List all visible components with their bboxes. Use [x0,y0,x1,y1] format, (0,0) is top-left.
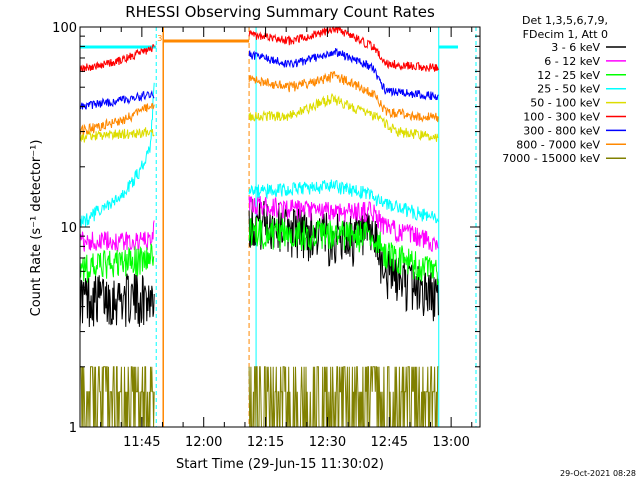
legend: Det 1,3,5,6,7,9,FDecim 1, Att 03 - 6 keV… [502,14,626,165]
legend-entry-label: 12 - 25 keV [537,69,600,82]
attenuator-label: 3 [157,34,162,43]
legend-entry-label: 100 - 300 keV [523,111,600,124]
legend-entry-label: 25 - 50 keV [537,83,600,96]
chart-title: RHESSI Observing Summary Count Rates [125,3,435,21]
legend-entry-label: 7000 - 15000 keV [502,152,600,165]
x-tick-label: 12:15 [247,435,284,450]
legend-entry-label: 300 - 800 keV [523,124,600,137]
legend-entry-label: 3 - 6 keV [551,41,600,54]
series-line [248,70,439,123]
x-axis-label: Start Time (29-Jun-15 11:30:02) [176,457,384,472]
series-line [79,102,155,135]
series-line [248,179,439,224]
series-line [248,217,439,286]
x-tick-label: 12:00 [185,435,222,450]
footer-date: 29-Oct-2021 08:28 [560,469,636,478]
y-tick-label: 100 [52,21,77,36]
series-line [248,93,439,142]
series-line [80,366,155,428]
x-tick-label: 11:45 [123,435,160,450]
legend-entry-label: 6 - 12 keV [544,55,600,68]
series-line [79,89,155,110]
series-line [79,243,155,283]
axes: 1 10 100 11:45 12:00 12:15 12:30 12:45 13:00 [52,21,481,450]
y-tick-label: 10 [60,221,77,236]
y-tick-label: 1 [69,421,77,436]
series-line [80,220,155,252]
y-axis-label: Count Rate (s⁻¹ detector⁻¹) [29,140,44,317]
legend-entry-label: 50 - 100 keV [530,97,600,110]
x-tick-label: 13:00 [432,435,469,450]
legend-header: Det 1,3,5,6,7,9, [522,14,608,27]
legend-header: FDecim 1, Att 0 [523,28,608,41]
series-line [79,44,155,73]
series-line [248,47,439,101]
series-line [79,82,155,227]
series-line [248,366,439,428]
series-line [79,273,155,328]
series-line [248,196,439,252]
x-tick-label: 12:30 [309,435,346,450]
legend-entry-label: 800 - 7000 keV [516,138,600,151]
series-line [248,25,439,72]
plot-area: 3 [79,25,477,428]
x-tick-label: 12:45 [371,435,408,450]
series-line [248,198,439,322]
series-line [79,127,155,143]
